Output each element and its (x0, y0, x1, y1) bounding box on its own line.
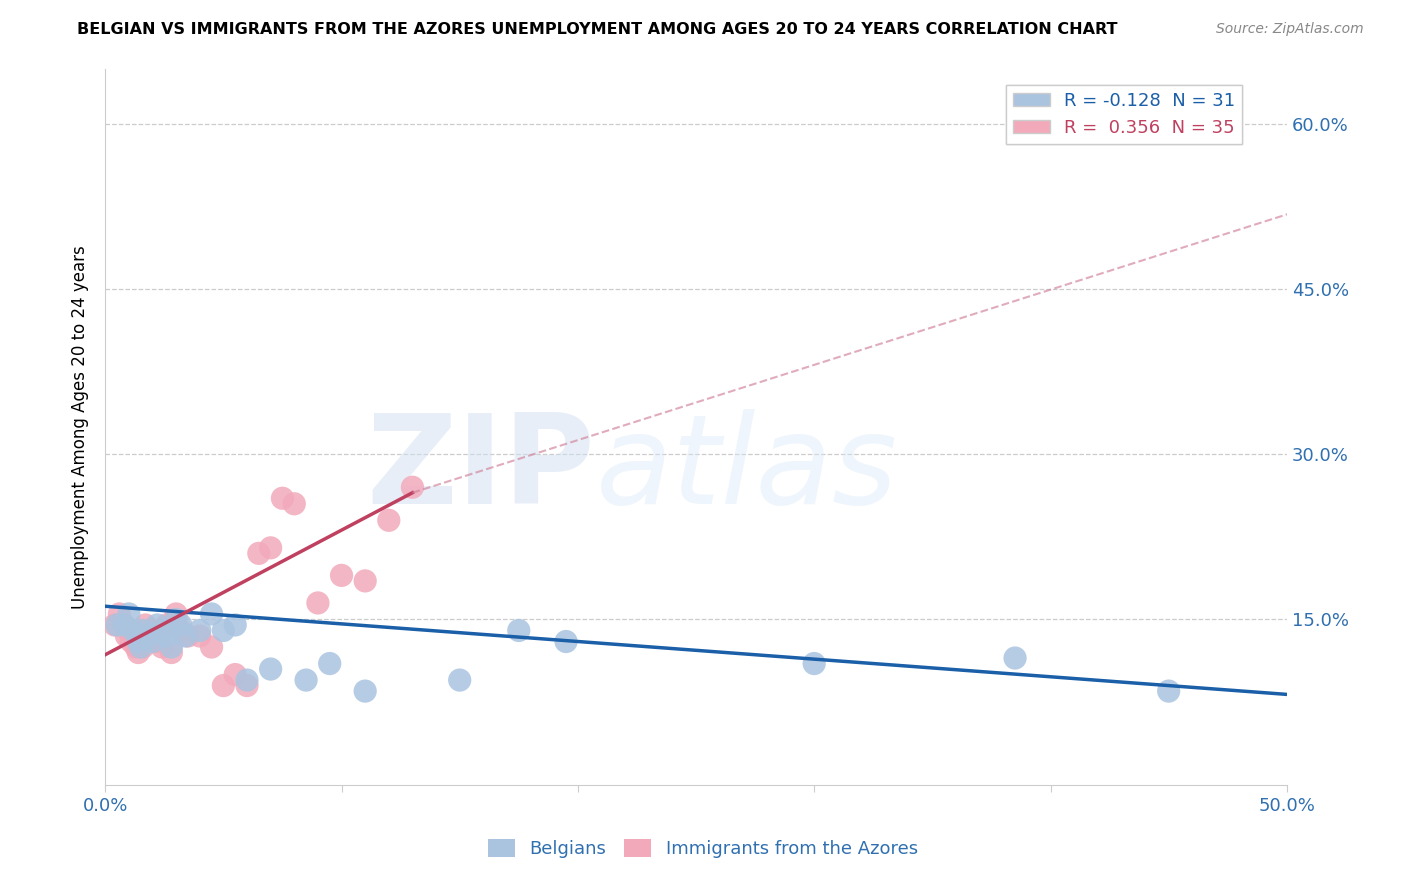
Point (188, 629, 211, 643)
Point (141, 634, 163, 648)
Point (307, 596, 329, 610)
Point (150, 624, 173, 638)
Legend: Belgians, Immigrants from the Azores: Belgians, Immigrants from the Azores (481, 831, 925, 865)
Point (1157, 684, 1180, 698)
Point (188, 624, 211, 638)
Point (236, 679, 259, 693)
Point (236, 673, 259, 687)
Point (104, 618, 127, 632)
Text: Source: ZipAtlas.com: Source: ZipAtlas.com (1216, 22, 1364, 37)
Point (330, 568, 353, 582)
Point (508, 624, 530, 638)
Y-axis label: Unemployment Among Ages 20 to 24 years: Unemployment Among Ages 20 to 24 years (72, 244, 89, 608)
Point (108, 607, 131, 621)
Point (200, 607, 222, 621)
Point (259, 662, 281, 676)
Text: ZIP: ZIP (367, 409, 596, 530)
Point (160, 640, 183, 654)
Point (125, 640, 148, 654)
Point (170, 618, 193, 632)
Point (283, 497, 305, 511)
Point (177, 629, 200, 643)
Point (118, 607, 141, 621)
Point (122, 624, 145, 638)
Point (354, 574, 377, 588)
Point (122, 629, 145, 643)
Point (129, 634, 152, 648)
Point (165, 607, 187, 621)
Point (160, 646, 183, 660)
Point (555, 634, 578, 648)
Point (146, 618, 169, 632)
Point (150, 640, 173, 654)
Legend: R = -0.128  N = 31, R =  0.356  N = 35: R = -0.128 N = 31, R = 0.356 N = 35 (1007, 85, 1243, 145)
Text: atlas: atlas (596, 409, 897, 530)
Point (271, 491, 294, 506)
Point (129, 640, 152, 654)
Point (127, 634, 149, 648)
Point (118, 624, 141, 638)
Point (174, 629, 197, 643)
Point (247, 546, 270, 560)
Point (401, 480, 423, 494)
Point (156, 629, 179, 643)
Point (354, 684, 377, 698)
Point (136, 629, 159, 643)
Point (449, 673, 471, 687)
Point (134, 618, 156, 632)
Point (132, 624, 155, 638)
Point (141, 624, 163, 638)
Point (112, 618, 135, 632)
Point (170, 624, 193, 638)
Text: BELGIAN VS IMMIGRANTS FROM THE AZORES UNEMPLOYMENT AMONG AGES 20 TO 24 YEARS COR: BELGIAN VS IMMIGRANTS FROM THE AZORES UN… (77, 22, 1118, 37)
Point (319, 657, 342, 671)
Point (146, 634, 169, 648)
Point (136, 629, 159, 643)
Point (224, 667, 246, 681)
Point (212, 679, 235, 693)
Point (224, 618, 246, 632)
Point (120, 634, 142, 648)
Point (200, 640, 222, 654)
Point (1004, 651, 1026, 665)
Point (112, 618, 135, 632)
Point (132, 640, 155, 654)
Point (165, 612, 187, 626)
Point (259, 541, 281, 555)
Point (803, 657, 825, 671)
Point (127, 646, 149, 660)
Point (295, 673, 318, 687)
Point (212, 624, 235, 638)
Point (156, 618, 179, 632)
Point (378, 513, 401, 527)
Point (115, 629, 138, 643)
Point (105, 618, 128, 632)
